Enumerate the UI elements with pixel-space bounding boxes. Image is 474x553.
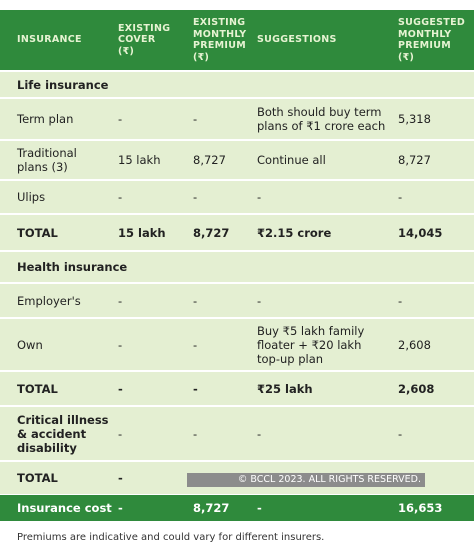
cell: - <box>193 190 198 204</box>
total-cell: TOTAL <box>17 471 58 485</box>
column-header: EXISTING MONTHLY PREMIUM (₹) <box>193 17 247 63</box>
cell: Term plan <box>17 112 74 126</box>
cell: Continue all <box>257 153 326 167</box>
cell: - <box>118 426 123 441</box>
cell: Buy ₹5 lakh family floater + ₹20 lakh top-… <box>257 323 365 366</box>
section-title: Health insurance <box>17 260 128 274</box>
header-band <box>0 10 474 70</box>
cell: - <box>193 112 198 126</box>
cell: - <box>118 337 123 352</box>
cell: - <box>398 426 403 441</box>
cell: Own <box>17 337 43 352</box>
total-cell: ₹2.15 crore <box>257 225 332 240</box>
row-divider <box>0 250 474 252</box>
cell: Ulips <box>17 190 46 204</box>
cell: 2,608 <box>398 337 431 352</box>
column-header: SUGGESTED MONTHLY PREMIUM (₹) <box>398 17 466 63</box>
cell: 15 lakh <box>118 153 161 167</box>
cell: 8,727 <box>193 153 226 167</box>
column-header: SUGGESTIONS <box>257 34 337 46</box>
cell: - <box>257 293 262 308</box>
column-header: INSURANCE <box>17 34 82 46</box>
cost-cell: - <box>257 501 262 515</box>
total-cell: - <box>118 471 123 485</box>
total-cell: 2,608 <box>398 381 435 396</box>
row-divider <box>0 213 474 215</box>
cost-cell: 8,727 <box>193 501 230 515</box>
watermark: © BCCL 2023. ALL RIGHTS RESERVED. <box>187 473 425 487</box>
row-divider <box>0 97 474 99</box>
body-band <box>0 72 474 496</box>
cell: - <box>257 426 262 441</box>
total-cell: TOTAL <box>17 225 58 240</box>
row-divider <box>0 405 474 407</box>
cell: Both should buy term plans of ₹1 crore ea… <box>257 105 386 133</box>
cell: 8,727 <box>398 153 431 167</box>
cell: - <box>193 293 198 308</box>
cell: - <box>257 190 262 204</box>
footnote: Premiums are indicative and could vary f… <box>17 532 325 543</box>
row-divider <box>0 317 474 319</box>
cell: - <box>118 293 123 308</box>
section-title: Life insurance <box>17 78 109 92</box>
row-divider <box>0 139 474 141</box>
cost-cell: - <box>118 501 123 515</box>
cost-band <box>0 495 474 521</box>
column-header: EXISTING COVER (₹) <box>118 22 171 57</box>
total-cell: 8,727 <box>193 225 230 240</box>
cell: - <box>398 190 403 204</box>
cell: - <box>118 112 123 126</box>
cell: - <box>193 337 198 352</box>
row-divider <box>0 460 474 462</box>
row-divider <box>0 370 474 372</box>
cell: Employer's <box>17 293 81 308</box>
cell: 5,318 <box>398 112 431 126</box>
total-cell: ₹25 lakh <box>257 381 313 396</box>
cell: - <box>398 293 403 308</box>
section-title: Critical illness & accident disability <box>17 412 109 455</box>
cell: - <box>118 190 123 204</box>
row-divider <box>0 179 474 181</box>
cell: Traditional plans (3) <box>17 146 77 174</box>
top-edge <box>0 0 474 8</box>
row-divider <box>0 282 474 284</box>
total-cell: 14,045 <box>398 225 443 240</box>
total-cell: TOTAL <box>17 381 58 396</box>
total-cell: - <box>118 381 123 396</box>
total-cell: 15 lakh <box>118 225 166 240</box>
cost-cell: Insurance cost <box>17 501 112 515</box>
cost-cell: 16,653 <box>398 501 443 515</box>
cell: - <box>193 426 198 441</box>
total-cell: - <box>193 381 198 396</box>
